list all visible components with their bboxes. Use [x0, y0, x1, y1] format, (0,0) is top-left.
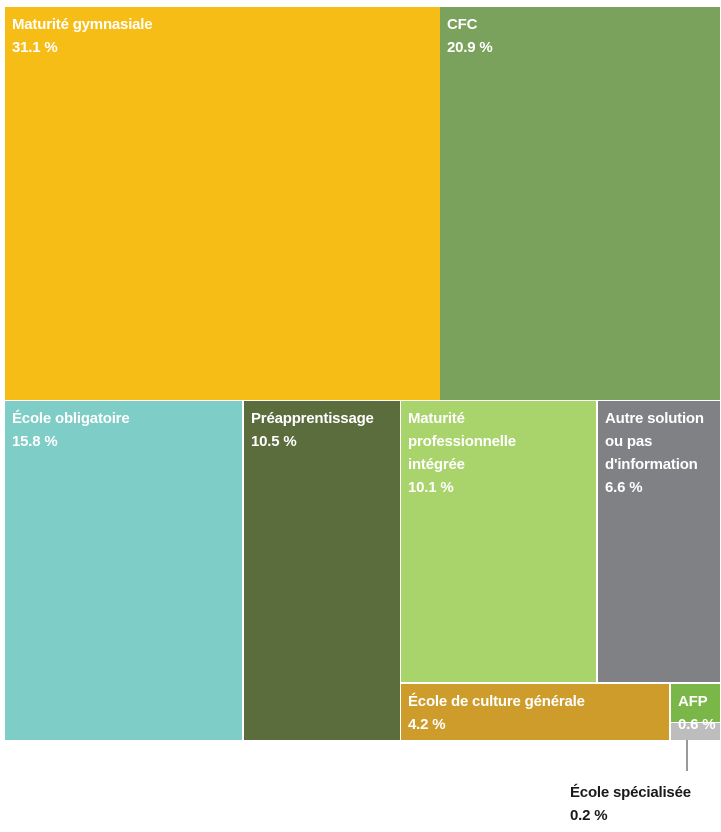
tile-label-maturite-professionnelle-integree: Maturité professionnelle intégrée 10.1 %	[408, 410, 516, 496]
tile-rect-cfc	[440, 7, 720, 400]
tile-label-ecole-specialisee: École spécialisée 0.2 %	[570, 784, 691, 824]
tile-maturite-professionnelle-integree	[401, 401, 596, 682]
tile-afp	[671, 684, 720, 722]
tile-maturite-gymnasiale	[5, 7, 440, 400]
tile-rect-autre-solution-ou-pas-d-information	[598, 401, 720, 682]
tile-label-cfc: CFC 20.9 %	[447, 16, 493, 56]
tile-rect-maturite-professionnelle-integree	[401, 401, 596, 682]
tile-autre-solution-ou-pas-d-information	[598, 401, 720, 682]
tile-rect-preapprentissage	[244, 401, 400, 740]
tile-rect-afp	[671, 684, 720, 722]
tile-rect-ecole-specialisee	[671, 723, 720, 740]
tile-rect-ecole-de-culture-generale	[401, 684, 669, 740]
tile-rect-ecole-obligatoire	[5, 401, 242, 740]
tile-label-ecole-obligatoire: École obligatoire 15.8 %	[12, 410, 129, 450]
tile-cfc	[440, 7, 720, 400]
tile-preapprentissage	[244, 401, 400, 740]
tile-label-autre-solution-ou-pas-d-information: Autre solution ou pas d'information 6.6 %	[605, 410, 704, 496]
tile-ecole-specialisee	[671, 723, 720, 740]
tile-label-afp: AFP 0.6 %	[678, 693, 715, 733]
tile-label-maturite-gymnasiale: Maturité gymnasiale 31.1 %	[12, 16, 152, 56]
tile-label-ecole-de-culture-generale: École de culture générale 4.2 %	[408, 693, 585, 733]
tile-label-preapprentissage: Préapprentissage 10.5 %	[251, 410, 374, 450]
tile-rect-maturite-gymnasiale	[5, 7, 440, 400]
tile-ecole-obligatoire	[5, 401, 242, 740]
tile-ecole-de-culture-generale	[401, 684, 669, 740]
